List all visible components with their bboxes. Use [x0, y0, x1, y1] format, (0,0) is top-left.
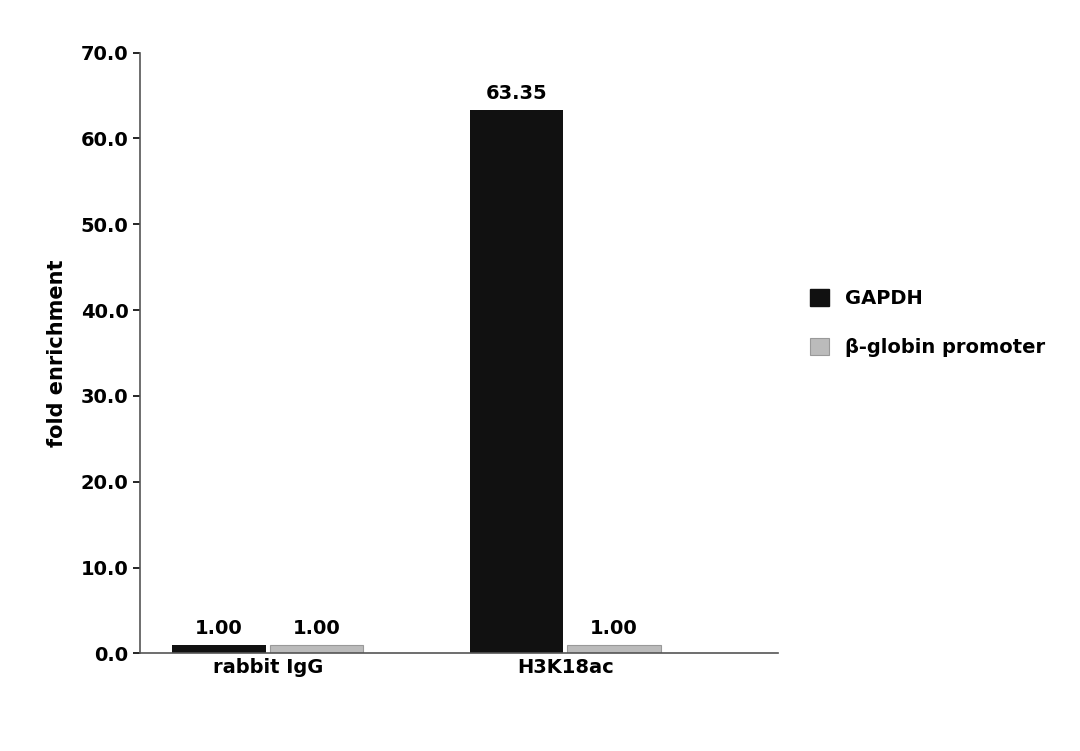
Bar: [470, 110, 563, 653]
Text: 1.00: 1.00: [195, 619, 243, 638]
Text: 1.00: 1.00: [590, 619, 638, 638]
Bar: [270, 645, 363, 653]
Legend: GAPDH, β-globin promoter: GAPDH, β-globin promoter: [800, 279, 1055, 366]
Text: 1.00: 1.00: [293, 619, 340, 638]
Bar: [567, 645, 661, 653]
Y-axis label: fold enrichment: fold enrichment: [46, 259, 67, 447]
Text: 63.35: 63.35: [486, 84, 548, 103]
Bar: [173, 645, 266, 653]
